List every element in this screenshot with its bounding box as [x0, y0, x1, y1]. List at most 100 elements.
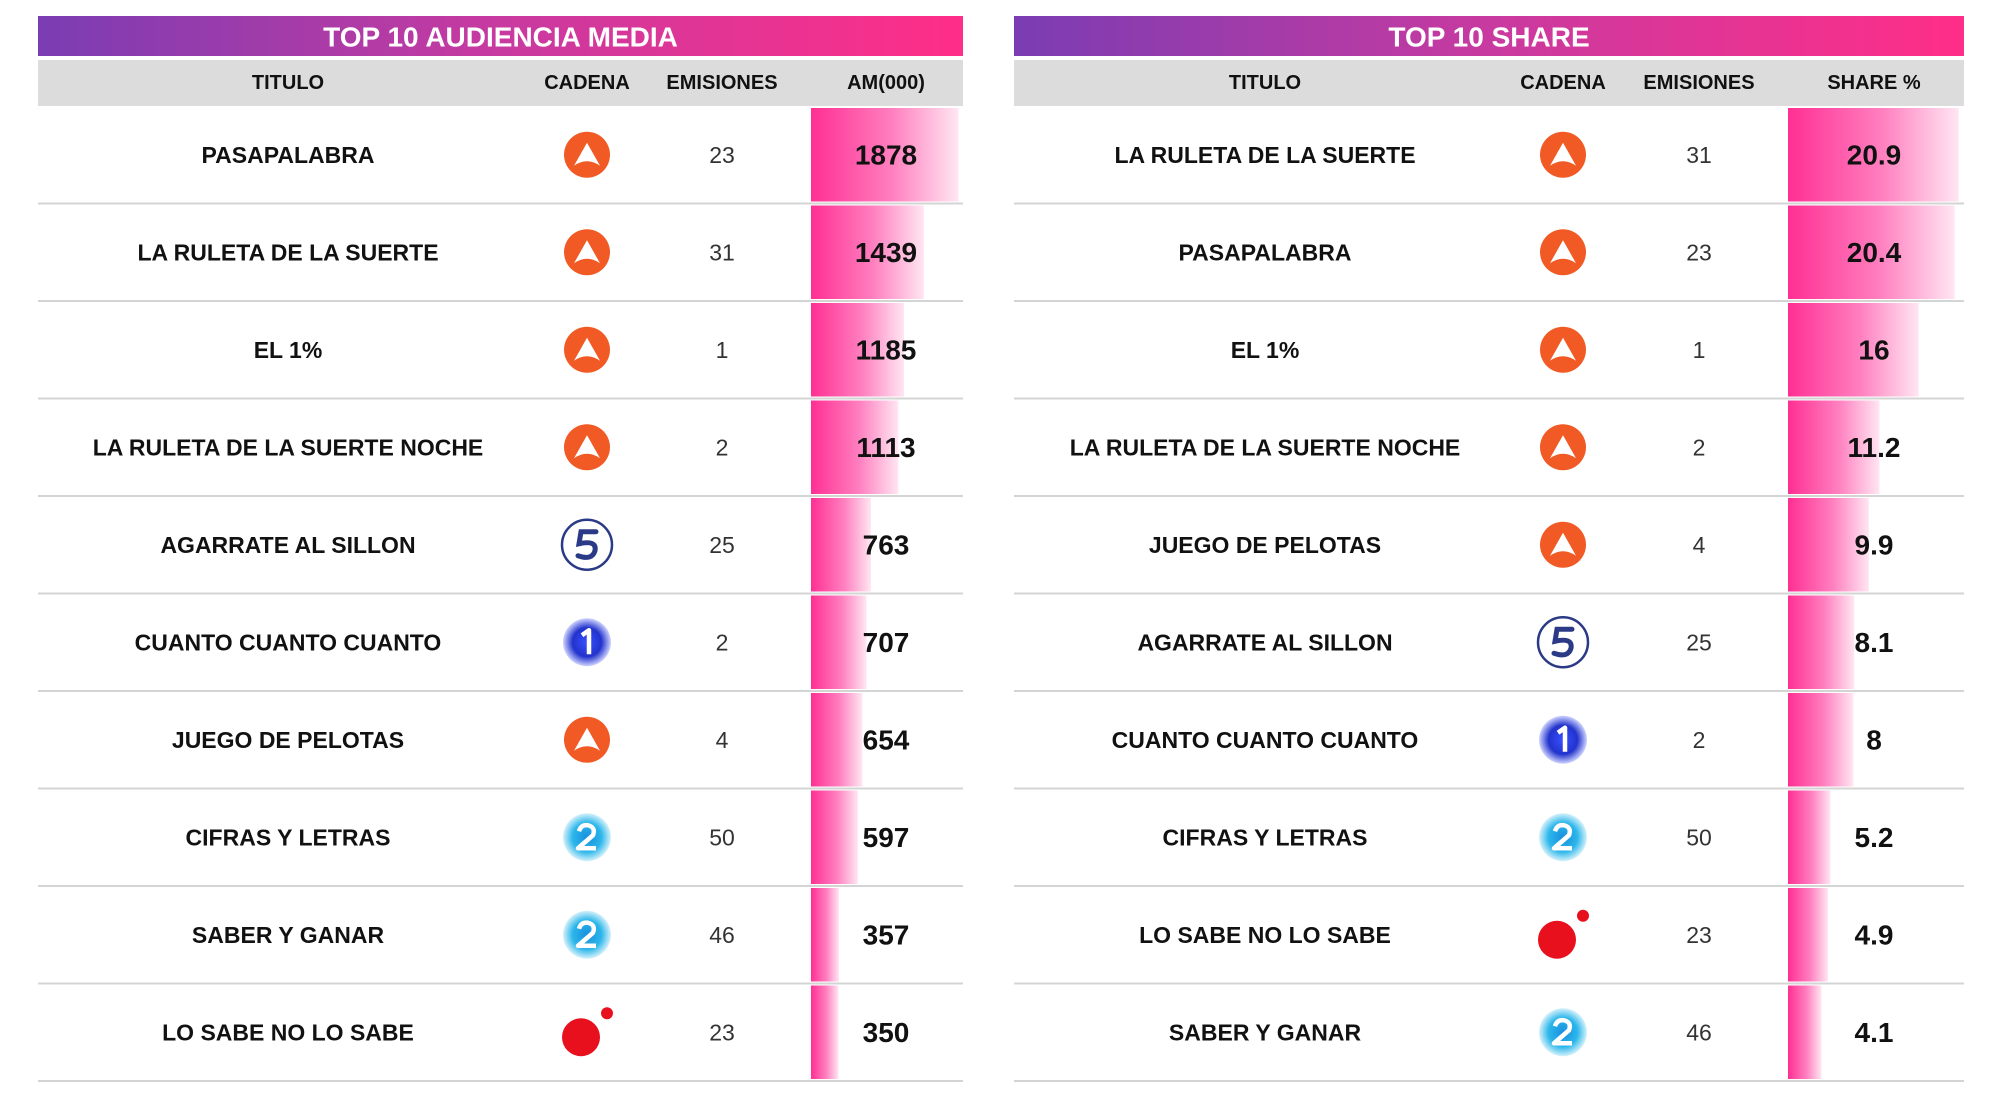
emisiones: 2 [1693, 434, 1706, 460]
value: 16 [1858, 334, 1889, 365]
logo-shape [1550, 142, 1576, 166]
program-title: EL 1% [1231, 337, 1300, 363]
value: 1185 [856, 334, 917, 365]
logo-shape [1551, 1017, 1573, 1046]
data-bar [811, 108, 959, 202]
channel-logo [1538, 909, 1589, 959]
column-header: CADENA [1520, 72, 1606, 94]
program-title: CIFRAS Y LETRAS [1163, 824, 1368, 850]
data-bar [811, 400, 899, 494]
value: 707 [863, 627, 910, 658]
channel-logo [564, 229, 610, 276]
value: 8 [1866, 724, 1882, 755]
data-bar [811, 303, 905, 397]
channel-logo [1540, 131, 1586, 178]
channel-logo [1539, 813, 1587, 862]
channel-logo [563, 910, 611, 959]
program-title: SABER Y GANAR [1169, 1019, 1362, 1045]
header-bar [38, 60, 963, 106]
logo-circle [1538, 920, 1576, 959]
channel-logo [562, 1007, 613, 1057]
emisiones: 25 [709, 532, 735, 558]
column-header: CADENA [544, 72, 630, 94]
data-bar [811, 693, 863, 787]
logo-shape [1550, 337, 1576, 361]
emisiones: 50 [709, 824, 735, 850]
title-bar [38, 16, 963, 56]
logo-shape [1550, 240, 1576, 264]
column-header: TITULO [1229, 72, 1301, 94]
logo-shape [1556, 725, 1568, 752]
emisiones: 23 [709, 142, 735, 168]
data-bar [1788, 205, 1955, 299]
data-bar [811, 498, 871, 592]
logo-circle [1539, 813, 1587, 862]
emisiones: 2 [716, 434, 729, 460]
value: 20.4 [1847, 237, 1902, 268]
channel-logo [1540, 521, 1586, 568]
value: 763 [863, 529, 910, 560]
logo-circle [563, 910, 611, 959]
program-title: LA RULETA DE LA SUERTE [1114, 142, 1415, 168]
data-bar [811, 985, 839, 1079]
emisiones: 4 [1693, 532, 1706, 558]
program-title: LO SABE NO LO SABE [162, 1019, 414, 1045]
logo-shape [1551, 822, 1573, 851]
value: 5.2 [1855, 822, 1894, 853]
emisiones: 2 [716, 629, 729, 655]
value: 1113 [856, 432, 915, 463]
logo-shape [575, 529, 599, 560]
table-title: TOP 10 SHARE [1388, 22, 1589, 53]
channel-logo [1539, 1008, 1587, 1057]
logo-shape [574, 240, 600, 264]
data-bar [1788, 888, 1829, 982]
value: 654 [863, 724, 910, 755]
program-title: LA RULETA DE LA SUERTE [137, 239, 438, 265]
column-header: TITULO [252, 72, 324, 94]
emisiones: 4 [716, 727, 729, 753]
value: 357 [863, 919, 910, 950]
emisiones: 2 [1693, 727, 1706, 753]
channel-logo [563, 813, 611, 862]
channel-logo [564, 424, 610, 471]
program-title: JUEGO DE PELOTAS [172, 727, 404, 753]
data-bar [1788, 595, 1855, 689]
channel-logo [563, 618, 611, 667]
emisiones: 23 [1686, 922, 1712, 948]
logo-shape [580, 628, 592, 655]
value: 4.9 [1855, 919, 1894, 950]
logo-shape [1551, 626, 1575, 658]
logo-shape [574, 727, 600, 751]
logo-shape [574, 435, 600, 459]
data-bar [1788, 400, 1880, 494]
program-title: AGARRATE AL SILLON [160, 532, 415, 558]
title-bar [1014, 16, 1964, 56]
channel-logo [564, 131, 610, 178]
logo-dot [601, 1007, 613, 1020]
program-title: LA RULETA DE LA SUERTE NOCHE [93, 434, 484, 460]
data-bar [811, 888, 840, 982]
logo-circle [562, 1018, 600, 1057]
program-title: PASAPALABRA [1179, 239, 1352, 265]
value: 11.2 [1848, 432, 1901, 463]
channel-logo [1539, 715, 1587, 764]
emisiones: 46 [709, 922, 735, 948]
channel-logo [1540, 424, 1586, 471]
channel-logo [1540, 229, 1586, 276]
data-bar [811, 790, 858, 884]
data-bar [811, 205, 924, 299]
emisiones: 46 [1686, 1019, 1712, 1045]
logo-shape [1550, 532, 1576, 556]
column-header: EMISIONES [666, 72, 777, 94]
value: 597 [863, 822, 910, 853]
data-bar [1788, 693, 1854, 787]
emisiones: 31 [1686, 142, 1712, 168]
data-bar [1788, 108, 1959, 202]
logo-shape [574, 142, 600, 166]
value: 1439 [855, 237, 917, 268]
table-title: TOP 10 AUDIENCIA MEDIA [323, 22, 678, 53]
emisiones: 25 [1686, 629, 1712, 655]
program-title: JUEGO DE PELOTAS [1149, 532, 1381, 558]
logo-shape [1550, 435, 1576, 459]
